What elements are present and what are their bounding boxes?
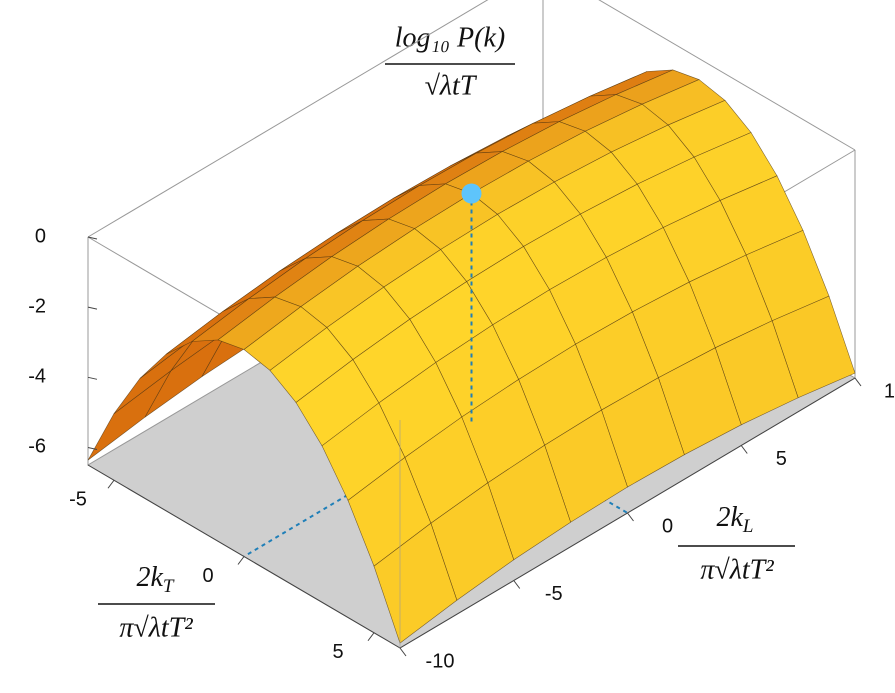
x-label-num: 2k	[136, 562, 163, 593]
x-tick-label: 5	[332, 641, 343, 663]
y-tick	[399, 647, 407, 657]
x-tick	[237, 556, 245, 565]
y-axis-label-numerator: 2kL	[716, 502, 753, 537]
z-tick	[87, 236, 98, 240]
y-tick-label: -5	[545, 583, 563, 605]
z-tick	[87, 446, 98, 450]
y-tick-label: -10	[426, 650, 455, 672]
y-label-num: 2k	[716, 502, 743, 533]
z-tick-label: -2	[28, 295, 46, 317]
z-tick-label: 0	[35, 225, 46, 247]
x-tick-label: 0	[202, 565, 213, 587]
y-tick	[627, 512, 634, 522]
y-tick-label: 10	[884, 380, 895, 402]
z-tick	[87, 376, 98, 380]
z-tick	[87, 306, 98, 310]
x-axis-label-denominator: π√λtT²	[119, 612, 193, 643]
x-label-sub: T	[163, 576, 175, 597]
y-tick	[854, 377, 862, 387]
y-tick	[740, 445, 748, 454]
y-tick-label: 5	[776, 448, 787, 470]
box-edge	[87, 0, 489, 238]
z-tick-label: -6	[28, 436, 46, 458]
z-axis-label-denominator: √λtT	[425, 70, 478, 101]
x-tick	[107, 479, 115, 489]
y-label-sub: L	[742, 516, 754, 537]
y-tick	[513, 580, 521, 589]
x-axis-label-numerator: 2kT	[136, 562, 174, 597]
x-tick-label: -5	[69, 489, 87, 511]
box-edge	[598, 0, 856, 151]
y-tick-label: 0	[662, 515, 673, 537]
x-tick	[367, 632, 375, 642]
y-axis-label-denominator: π√λtT²	[700, 554, 774, 585]
z-axis-label-numerator: log₁₀ P(k)	[395, 22, 505, 53]
surface-patch	[373, 522, 458, 644]
z-tick-label: -4	[28, 366, 46, 388]
peak-point	[461, 183, 482, 204]
